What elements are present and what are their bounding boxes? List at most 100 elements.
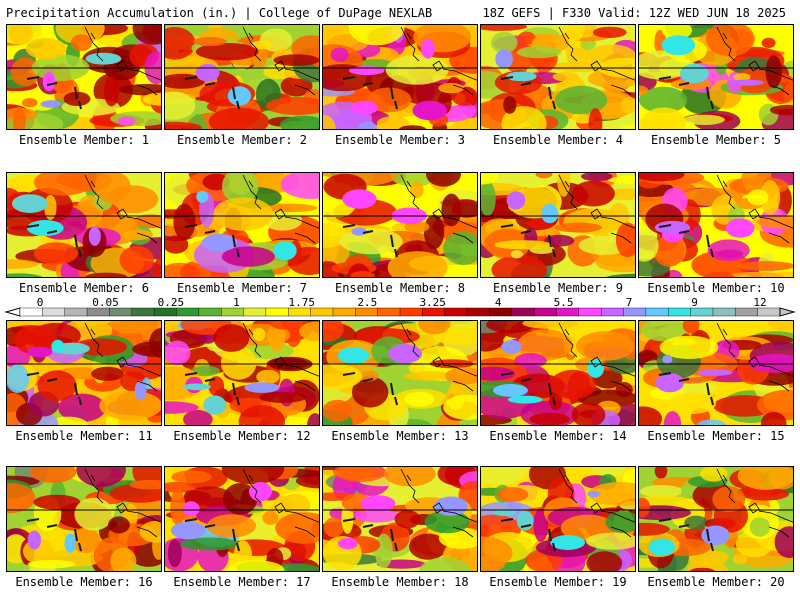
colorbar-swatch	[198, 307, 222, 317]
colorbar-swatch	[533, 307, 557, 317]
precipitation-field	[7, 467, 161, 571]
coastline	[242, 26, 319, 96]
ensemble-member-label: Ensemble Member: 18	[331, 575, 469, 589]
coastline	[716, 468, 793, 538]
precip-contours	[639, 173, 793, 277]
colorbar-swatch	[42, 307, 66, 317]
precipitation-field	[7, 25, 161, 129]
colorbar-max-arrow	[779, 307, 796, 317]
colorbar-swatch	[86, 307, 110, 317]
colorbar-swatch	[578, 307, 602, 317]
lake-features	[26, 372, 82, 406]
precipitation-field	[639, 25, 793, 129]
precip-contours	[323, 321, 477, 425]
ensemble-member-map	[322, 320, 478, 426]
lake-features	[184, 76, 240, 110]
lake-features	[26, 224, 82, 258]
ensemble-member-map	[164, 320, 320, 426]
colorbar-swatch	[265, 307, 289, 317]
precipitation-field	[165, 173, 319, 277]
lake-features	[184, 518, 240, 552]
precipitation-field	[481, 467, 635, 571]
ensemble-member-label: Ensemble Member: 4	[492, 133, 624, 147]
model-run-info: 18Z GEFS | F330 Valid: 12Z WED JUN 18 20…	[482, 6, 786, 20]
lake-features	[26, 76, 82, 110]
ensemble-member-map	[638, 320, 794, 426]
precipitation-field	[639, 173, 793, 277]
colorbar-swatch	[332, 307, 356, 317]
ensemble-member-map	[638, 172, 794, 278]
ensemble-member-map	[322, 24, 478, 130]
precip-contours	[639, 25, 793, 129]
colorbar-tick-label: 1.75	[289, 296, 316, 309]
colorbar-swatch	[243, 307, 267, 317]
lake-features	[342, 372, 398, 406]
lake-features	[658, 224, 714, 258]
coastline	[400, 322, 477, 392]
ensemble-member-label: Ensemble Member: 20	[647, 575, 785, 589]
ensemble-member-label: Ensemble Member: 11	[15, 429, 153, 443]
coastline	[558, 174, 635, 244]
coastline	[84, 26, 161, 96]
precip-contours	[7, 467, 161, 571]
colorbar-swatch	[310, 307, 334, 317]
ensemble-member-map	[322, 466, 478, 572]
ensemble-member-label: Ensemble Member: 19	[489, 575, 627, 589]
colorbar-swatch	[556, 307, 580, 317]
lake-features	[500, 372, 556, 406]
coastline	[400, 468, 477, 538]
coastline	[558, 468, 635, 538]
precipitation-field	[323, 25, 477, 129]
precip-contours	[323, 467, 477, 571]
lake-features	[342, 518, 398, 552]
colorbar-tick-label: 3.25	[419, 296, 446, 309]
colorbar-tick-label: 9	[691, 296, 698, 309]
ensemble-member-map	[164, 172, 320, 278]
precip-contours	[165, 25, 319, 129]
map-title: Precipitation Accumulation (in.) | Colle…	[6, 6, 433, 20]
ensemble-member-map	[480, 172, 636, 278]
colorbar-swatch	[399, 307, 423, 317]
ensemble-member-label: Ensemble Member: 16	[15, 575, 153, 589]
coastline	[242, 468, 319, 538]
lake-features	[184, 224, 240, 258]
colorbar-swatch	[422, 307, 446, 317]
precipitation-field	[165, 467, 319, 571]
precip-contours	[323, 173, 477, 277]
ensemble-member-label: Ensemble Member: 12	[173, 429, 311, 443]
precipitation-field	[481, 25, 635, 129]
colorbar-swatch	[645, 307, 669, 317]
coastline	[716, 322, 793, 392]
precipitation-colorbar: 0 0.05 0.25 1 1.75 2.5 3.25 4 5.5 7 9 12	[4, 296, 796, 317]
precipitation-field	[323, 467, 477, 571]
precipitation-field	[7, 173, 161, 277]
coastline	[84, 468, 161, 538]
ensemble-member-label: Ensemble Member: 7	[176, 281, 308, 295]
coastline	[716, 26, 793, 96]
ensemble-member-map	[480, 466, 636, 572]
colorbar-tick-label: 0	[37, 296, 44, 309]
ensemble-member-map	[480, 24, 636, 130]
ensemble-member-map	[480, 320, 636, 426]
ensemble-member-label: Ensemble Member: 3	[334, 133, 466, 147]
precipitation-field	[481, 321, 635, 425]
colorbar-swatch	[64, 307, 88, 317]
colorbar-tick-label: 4	[495, 296, 502, 309]
ensemble-member-label: Ensemble Member: 14	[489, 429, 627, 443]
ensemble-member-label: Ensemble Member: 2	[176, 133, 308, 147]
colorbar-swatch	[712, 307, 736, 317]
precipitation-field	[639, 467, 793, 571]
coastline	[400, 26, 477, 96]
coastline	[242, 174, 319, 244]
coastline	[84, 322, 161, 392]
colorbar-swatch	[176, 307, 200, 317]
coastline	[400, 174, 477, 244]
colorbar-swatch	[735, 307, 759, 317]
colorbar-swatch	[668, 307, 692, 317]
colorbar-tick-label: 0.25	[158, 296, 185, 309]
colorbar-swatch	[153, 307, 177, 317]
ensemble-member-label: Ensemble Member: 5	[650, 133, 782, 147]
lake-features	[500, 518, 556, 552]
precip-contours	[7, 25, 161, 129]
colorbar-tick-label: 5.5	[554, 296, 574, 309]
